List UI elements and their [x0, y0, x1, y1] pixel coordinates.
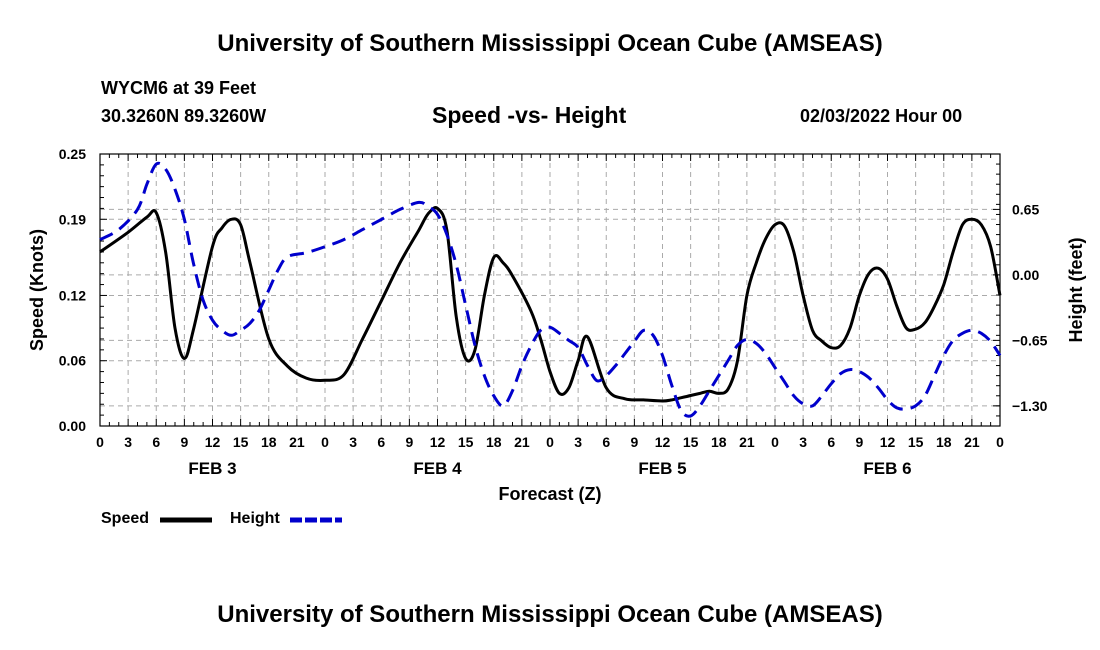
x-tick-label: 18 [936, 434, 952, 450]
x-tick-label: 21 [289, 434, 305, 450]
series-line-speed [99, 206, 1002, 403]
y-tick-label-left: 0.06 [59, 353, 86, 369]
y-axis-label-left: Speed (Knots) [27, 229, 47, 351]
x-tick-label: 21 [514, 434, 530, 450]
legend-speed-label: Speed [101, 510, 150, 527]
x-tick-label: 12 [655, 434, 671, 450]
x-tick-label: 6 [827, 434, 835, 450]
x-tick-label: 0 [771, 434, 779, 450]
x-tick-label: 18 [486, 434, 502, 450]
day-label: FEB 6 [863, 459, 911, 478]
y-tick-label-right: 0.65 [1012, 201, 1039, 217]
legend-height-label: Height [230, 510, 280, 527]
x-tick-label: 9 [630, 434, 638, 450]
x-tick-label: 0 [321, 434, 329, 450]
x-tick-label: 9 [855, 434, 863, 450]
y-tick-label-left: 0.25 [59, 146, 86, 162]
day-label: FEB 3 [188, 459, 236, 478]
x-tick-label: 12 [880, 434, 896, 450]
chart-title: University of Southern Mississippi Ocean… [217, 30, 883, 57]
x-tick-label: 6 [377, 434, 385, 450]
series-line-height [99, 161, 1002, 418]
footer-title: University of Southern Mississippi Ocean… [217, 601, 883, 628]
x-tick-label: 0 [96, 434, 104, 450]
forecast-datetime: 02/03/2022 Hour 00 [800, 106, 963, 126]
station-coords: 30.3260N 89.3260W [101, 106, 267, 126]
y-tick-label-left: 0.19 [59, 211, 86, 227]
x-tick-label: 9 [180, 434, 188, 450]
y-tick-label-right: −0.65 [1012, 332, 1048, 348]
day-label: FEB 5 [638, 459, 686, 478]
y-axis-label-right: Height (feet) [1066, 238, 1086, 343]
x-tick-label: 3 [124, 434, 132, 450]
x-tick-label: 6 [152, 434, 160, 450]
x-tick-label: 0 [996, 434, 1004, 450]
y-tick-label-left: 0.00 [59, 418, 86, 434]
x-tick-label: 15 [458, 434, 474, 450]
x-tick-label: 21 [739, 434, 755, 450]
x-tick-label: 21 [964, 434, 980, 450]
x-tick-label: 0 [546, 434, 554, 450]
x-tick-label: 6 [602, 434, 610, 450]
x-tick-label: 12 [205, 434, 221, 450]
x-axis-label: Forecast (Z) [498, 484, 601, 504]
x-tick-label: 15 [908, 434, 924, 450]
x-tick-label: 3 [799, 434, 807, 450]
x-tick-label: 9 [405, 434, 413, 450]
chart-subtitle: Speed -vs- Height [432, 102, 627, 128]
y-tick-label-left: 0.12 [59, 287, 86, 303]
x-tick-label: 3 [349, 434, 357, 450]
x-tick-label: 18 [711, 434, 727, 450]
x-tick-label: 15 [683, 434, 699, 450]
x-tick-label: 3 [574, 434, 582, 450]
station-name: WYCM6 at 39 Feet [101, 78, 257, 98]
day-label: FEB 4 [413, 459, 462, 478]
y-tick-label-right: 0.00 [1012, 267, 1039, 283]
x-tick-label: 15 [233, 434, 249, 450]
x-tick-label: 12 [430, 434, 446, 450]
x-tick-label: 18 [261, 434, 277, 450]
y-tick-label-right: −1.30 [1012, 398, 1048, 414]
